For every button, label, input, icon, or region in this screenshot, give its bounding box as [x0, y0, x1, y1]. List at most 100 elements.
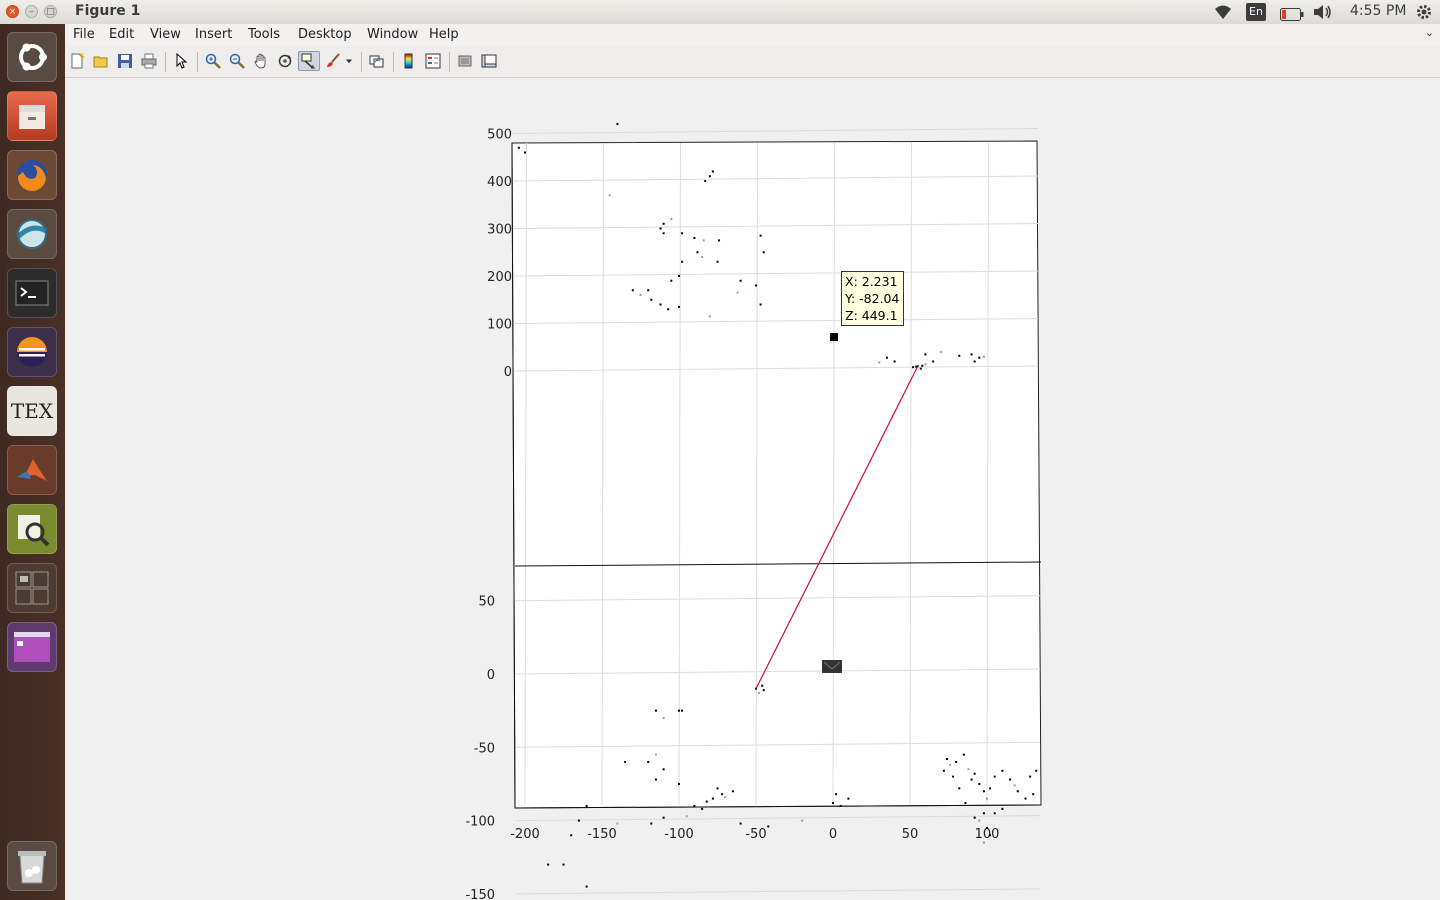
- y-tick-label: 400: [487, 175, 512, 190]
- rotate-3d-button[interactable]: [275, 51, 295, 71]
- data-cursor-button[interactable]: [298, 51, 320, 71]
- workspaces-icon: [15, 571, 49, 605]
- insert-colorbar-button[interactable]: [399, 51, 419, 71]
- y-gridline: [511, 270, 1039, 277]
- data-point: [701, 807, 704, 810]
- show-plot-tools-button[interactable]: [479, 51, 499, 71]
- y-gridline: [514, 595, 1041, 602]
- data-point: [759, 303, 762, 306]
- plot-svg[interactable]: -200 -150 -100 -50 0 50 1005004003002001000-15…: [65, 78, 1440, 900]
- toolbar-separator: [197, 52, 198, 72]
- menu-help[interactable]: Help: [429, 27, 459, 42]
- link-icon: [369, 55, 384, 68]
- menu-help-label: Help: [429, 27, 459, 42]
- insert-legend-button[interactable]: [423, 51, 443, 71]
- data-point: [654, 753, 657, 756]
- menu-window[interactable]: Window: [367, 27, 418, 42]
- data-point: [681, 260, 684, 263]
- brush-dropdown-button[interactable]: [343, 51, 355, 71]
- data-point: [1029, 775, 1032, 778]
- launcher-item-dash-home[interactable]: [7, 32, 57, 82]
- toolbar-separator: [393, 52, 394, 72]
- launcher-item-workspace-switcher[interactable]: [7, 563, 57, 613]
- data-tip[interactable]: X: 2.231 Y: -82.04 Z: 449.1: [841, 271, 905, 326]
- data-point: [705, 800, 708, 803]
- data-point: [708, 175, 711, 178]
- menu-tools[interactable]: Tools: [248, 27, 280, 42]
- launcher-item-browser-network[interactable]: [7, 209, 57, 259]
- clock[interactable]: 4:55 PM: [1350, 3, 1407, 19]
- brush-button[interactable]: [323, 51, 343, 71]
- settings-gear-icon[interactable]: [1415, 3, 1433, 25]
- data-point: [958, 354, 961, 357]
- zoom-in-button[interactable]: [203, 51, 223, 71]
- menu-edit[interactable]: Edit: [109, 27, 134, 42]
- legend-icon: [425, 53, 441, 69]
- new-figure-button[interactable]: [67, 51, 87, 71]
- ground-plane-line: [514, 561, 1042, 567]
- launcher-item-window-app[interactable]: [7, 622, 57, 672]
- axes-background: [511, 140, 1042, 809]
- menu-file[interactable]: File: [73, 27, 95, 42]
- data-point: [993, 812, 996, 815]
- data-point: [924, 363, 927, 366]
- menu-edit-label: Edit: [109, 27, 135, 42]
- save-figure-button[interactable]: [115, 51, 135, 71]
- globe-icon: [16, 219, 48, 249]
- data-point: [982, 355, 985, 358]
- close-window-button[interactable]: ×: [6, 5, 19, 18]
- y-tick-label: 300: [487, 223, 512, 238]
- data-point: [667, 308, 670, 311]
- menu-desktop[interactable]: Desktop: [298, 27, 352, 42]
- launcher-item-trash[interactable]: [7, 841, 57, 891]
- menu-overflow-icon[interactable]: ⌄: [1424, 26, 1434, 39]
- data-point: [921, 364, 924, 367]
- figure-canvas[interactable]: -200 -150 -100 -50 0 50 100 500 400 300 200 100 0 -15…: [65, 78, 1440, 900]
- data-point: [964, 802, 967, 805]
- maximize-window-button[interactable]: □: [44, 5, 57, 18]
- edit-plot-button[interactable]: [171, 51, 191, 71]
- launcher-item-firefox[interactable]: [7, 150, 57, 200]
- launcher-item-system-monitor[interactable]: [7, 504, 57, 554]
- launcher-item-eclipse[interactable]: [7, 327, 57, 377]
- volume-icon[interactable]: [1313, 4, 1333, 24]
- data-point: [721, 793, 724, 796]
- data-point: [681, 232, 684, 235]
- data-point: [570, 834, 573, 837]
- data-point: [517, 146, 520, 149]
- data-cursor-icon: [301, 53, 315, 69]
- data-point: [701, 256, 704, 258]
- menu-desktop-label: Desktop: [298, 27, 352, 42]
- launcher-item-terminal[interactable]: [7, 268, 57, 318]
- x-tick-label: 0: [829, 827, 837, 842]
- menu-view[interactable]: View: [150, 27, 181, 42]
- y-tick-label: 0: [487, 668, 495, 683]
- open-file-button[interactable]: [91, 51, 111, 71]
- minimize-window-button[interactable]: –: [25, 5, 38, 18]
- keyboard-layout-indicator[interactable]: En: [1246, 3, 1266, 21]
- menu-insert[interactable]: Insert: [195, 27, 232, 42]
- data-tip-x: X: 2.231: [845, 274, 898, 289]
- launcher-item-matlab[interactable]: [7, 445, 57, 495]
- y-tick-label: 50: [478, 595, 495, 610]
- data-point: [758, 692, 761, 695]
- data-point: [1024, 797, 1027, 800]
- data-point: [624, 760, 627, 763]
- link-plot-button[interactable]: [367, 51, 387, 71]
- data-point: [970, 353, 973, 356]
- hide-tools-icon: [458, 55, 472, 67]
- data-point: [973, 772, 976, 775]
- data-point: [585, 885, 588, 888]
- zoom-out-button[interactable]: [227, 51, 247, 71]
- brush-icon: [327, 53, 340, 67]
- data-point: [847, 797, 850, 800]
- launcher-item-files[interactable]: [7, 91, 57, 141]
- data-point: [736, 291, 739, 294]
- hide-plot-tools-button[interactable]: [455, 51, 475, 71]
- wifi-icon[interactable]: [1213, 4, 1233, 24]
- data-point: [924, 353, 927, 356]
- battery-icon[interactable]: [1280, 6, 1304, 25]
- print-figure-button[interactable]: [139, 51, 159, 71]
- launcher-item-texmaker[interactable]: TEX: [7, 386, 57, 436]
- pan-button[interactable]: [251, 51, 271, 71]
